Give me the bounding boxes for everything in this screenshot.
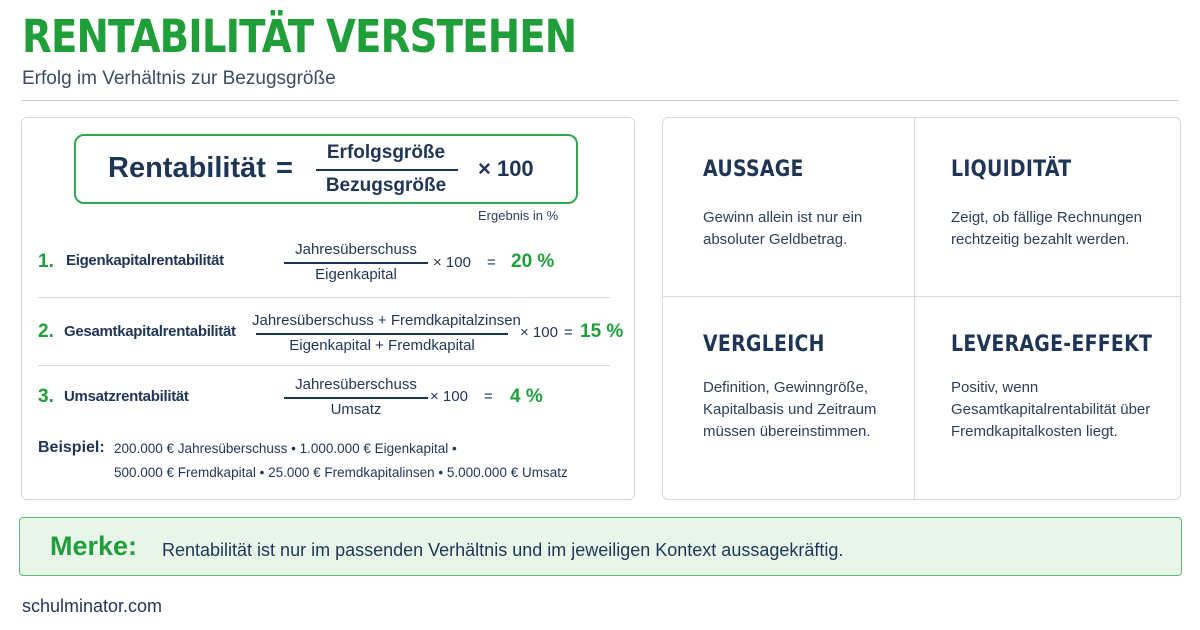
row-divider [38,365,610,366]
cell-text-leverage: Positiv, wenn Gesamtkapitalrentabilität … [951,379,1151,440]
grid-vertical-divider [914,118,915,499]
example-line-1: 200.000 € Jahresüberschuss • 1.000.000 €… [114,441,457,456]
row-divider [38,297,610,298]
row-number: 1. [38,251,54,272]
formula-label: Rentabilität [108,152,266,184]
header-divider [22,100,1178,101]
row-numerator: Jahresüberschuss [295,241,417,258]
row-numerator: Jahresüberschuss + Fremdkapitalzinsen [252,312,521,329]
formula-fraction-line [316,169,458,171]
grid-horizontal-divider [663,296,1180,297]
row-equals: = [564,324,573,341]
row-result: 15 % [580,321,624,342]
row-denominator: Eigenkapital + Fremdkapital [289,337,475,354]
formula-multiplier: × 100 [478,156,534,181]
cell-title-leverage: LEVERAGE-EFFEKT [951,332,1153,357]
formula-numerator: Erfolgsgröße [326,142,446,163]
example-line-2: 500.000 € Fremdkapital • 25.000 € Fremdk… [114,465,568,480]
row-name: Eigenkapitalrentabilität [66,252,224,269]
page-title: RENTABILITÄT VERSTEHEN [22,10,577,63]
cell-text-aussage: Gewinn allein ist nur ein absoluter Geld… [703,209,863,248]
row-name: Umsatzrentabilität [64,388,189,405]
row-equals: = [484,388,493,405]
cell-text-liquiditaet: Zeigt, ob fällige Rechnungen rechtzeitig… [951,209,1142,248]
row-number: 2. [38,321,54,342]
row-name: Gesamtkapitalrentabilität [64,323,236,340]
merke-box [19,517,1182,576]
row-denominator: Eigenkapital [315,266,397,283]
row-numerator: Jahresüberschuss [295,376,417,393]
row-multiplier: × 100 [520,324,558,341]
row-result: 20 % [511,251,555,272]
row-fraction-line [284,397,428,399]
row-multiplier: × 100 [433,254,471,271]
row-denominator: Umsatz [330,401,382,418]
footer-site-link[interactable]: schulminator.com [22,596,163,616]
merke-text: Rentabilität ist nur im passenden Verhäl… [162,540,844,560]
row-fraction-line [256,333,508,335]
cell-title-aussage: AUSSAGE [703,157,804,182]
row-fraction-line [284,262,428,264]
formula-equals: = [276,152,293,184]
page-subtitle: Erfolg im Verhältnis zur Bezugsgröße [22,68,336,89]
row-number: 3. [38,386,54,407]
row-multiplier: × 100 [430,388,468,405]
formula-denominator: Bezugsgröße [325,175,447,196]
info-grid [662,117,1181,500]
cell-title-vergleich: VERGLEICH [703,332,825,357]
merke-label: Merke: [50,531,138,561]
row-equals: = [487,254,496,271]
example-label: Beispiel: [38,439,105,456]
cell-text-vergleich: Definition, Gewinngröße, Kapitalbasis un… [703,379,877,440]
cell-title-liquiditaet: LIQUIDITÄT [951,157,1072,182]
formula-note: Ergebnis in % [478,208,559,223]
row-result: 4 % [510,386,543,407]
